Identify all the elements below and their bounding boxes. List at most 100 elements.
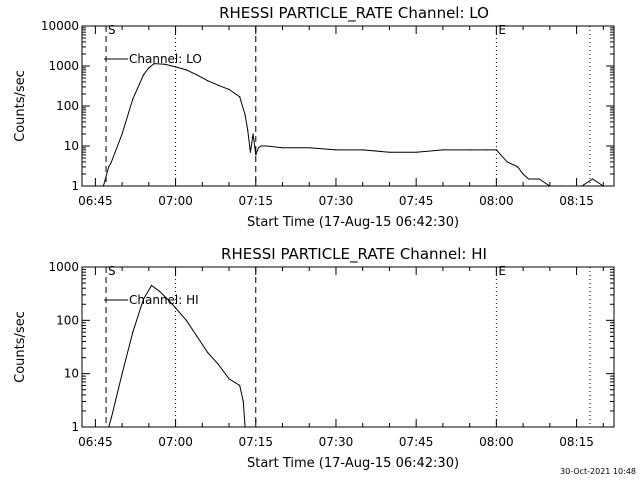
x-tick-label: 07:15 <box>238 194 273 208</box>
time-marker-label: E <box>498 264 506 278</box>
data-point <box>249 151 252 153</box>
data-point <box>228 378 230 380</box>
data-point <box>592 178 594 180</box>
data-point <box>415 151 417 153</box>
data-point <box>207 351 209 354</box>
data-point <box>132 331 134 333</box>
x-tick-label: 08:00 <box>479 435 514 449</box>
x-tick-label: 07:30 <box>319 194 354 208</box>
data-point <box>174 307 177 309</box>
data-point <box>388 151 391 153</box>
data-point <box>442 149 444 151</box>
chart-title: RHESSI PARTICLE_RATE Channel: LO <box>219 4 489 23</box>
data-point <box>81 185 83 187</box>
data-point <box>549 185 551 187</box>
data-point <box>495 149 497 151</box>
y-axis-label: Counts/sec <box>13 311 28 383</box>
data-point <box>110 161 113 163</box>
data-point <box>527 178 530 180</box>
data-point <box>559 185 562 187</box>
x-tick-label: 08:15 <box>559 194 594 208</box>
data-point <box>132 98 134 100</box>
series-line <box>82 63 604 187</box>
data-point <box>281 147 284 149</box>
plot-frame <box>81 266 615 428</box>
data-point <box>362 149 364 151</box>
data-point <box>265 145 268 147</box>
data-point <box>185 69 187 71</box>
x-tick-label: 07:00 <box>158 194 193 208</box>
data-point <box>570 185 572 187</box>
data-point <box>196 335 198 337</box>
data-point <box>522 173 524 175</box>
data-point <box>242 400 244 403</box>
data-point <box>121 373 123 375</box>
data-point <box>166 298 169 300</box>
data-point <box>158 290 161 292</box>
chart-panel-lo: RHESSI PARTICLE_RATE Channel: LO Start Ti… <box>13 4 615 230</box>
x-tick-label: 08:15 <box>559 435 594 449</box>
data-point <box>142 298 145 300</box>
data-point <box>174 66 177 68</box>
data-point <box>217 84 219 86</box>
data-point <box>239 96 241 98</box>
chart-title: RHESSI PARTICLE_RATE Channel: HI <box>221 245 487 264</box>
data-point <box>255 154 257 156</box>
chart-panel-hi: RHESSI PARTICLE_RATE Channel: HI Start Ti… <box>13 245 615 471</box>
data-point <box>538 178 540 180</box>
legend-entry: Channel: HI <box>129 293 199 307</box>
data-point <box>260 145 262 147</box>
data-point <box>239 384 241 387</box>
data-point <box>92 185 94 187</box>
x-tick-label: 07:00 <box>158 435 193 449</box>
data-point <box>150 284 153 287</box>
data-point <box>308 147 310 149</box>
data-point <box>252 133 254 135</box>
data-point <box>148 67 150 69</box>
data-point <box>110 417 113 419</box>
data-point <box>469 149 471 151</box>
data-point <box>335 149 337 151</box>
data-point <box>217 363 219 365</box>
x-tick-label: 07:45 <box>399 435 434 449</box>
data-point <box>485 149 487 151</box>
data-point <box>196 74 198 76</box>
x-tick-label: 06:45 <box>78 194 113 208</box>
y-tick-label: 1000 <box>48 59 79 73</box>
y-tick-label: 1 <box>71 179 79 193</box>
data-point <box>244 426 246 428</box>
data-point <box>602 185 604 187</box>
y-tick-label: 10000 <box>41 19 79 33</box>
data-point <box>153 62 155 65</box>
data-point <box>142 74 145 76</box>
data-point <box>108 426 110 428</box>
y-tick-label: 1 <box>71 420 79 434</box>
data-point <box>207 80 209 82</box>
time-marker-label: E <box>498 23 506 37</box>
x-tick-label: 07:30 <box>319 435 354 449</box>
x-axis-label: Start Time (17-Aug-15 06:42:30) <box>247 456 459 471</box>
data-point <box>108 166 110 168</box>
data-point <box>102 185 104 187</box>
legend-entry: Channel: LO <box>129 52 202 66</box>
y-tick-label: 10 <box>64 367 79 381</box>
data-point <box>228 88 230 91</box>
data-point <box>185 319 187 321</box>
y-tick-label: 10 <box>64 139 79 153</box>
x-tick-label: 06:45 <box>78 435 113 449</box>
data-point <box>164 63 166 65</box>
data-point <box>121 133 123 135</box>
x-tick-label: 07:15 <box>238 435 273 449</box>
data-point <box>247 129 249 131</box>
data-point <box>506 161 508 163</box>
y-tick-label: 100 <box>56 99 79 113</box>
time-marker-label: S <box>108 264 116 278</box>
x-axis-label: Start Time (17-Aug-15 06:42:30) <box>247 215 459 230</box>
footer-timestamp: 30-Oct-2021 10:48 <box>560 467 636 476</box>
data-point <box>244 114 246 116</box>
y-tick-label: 1000 <box>48 260 79 274</box>
time-marker-label: S <box>108 23 116 37</box>
data-point <box>257 147 260 149</box>
data-point <box>517 166 519 168</box>
